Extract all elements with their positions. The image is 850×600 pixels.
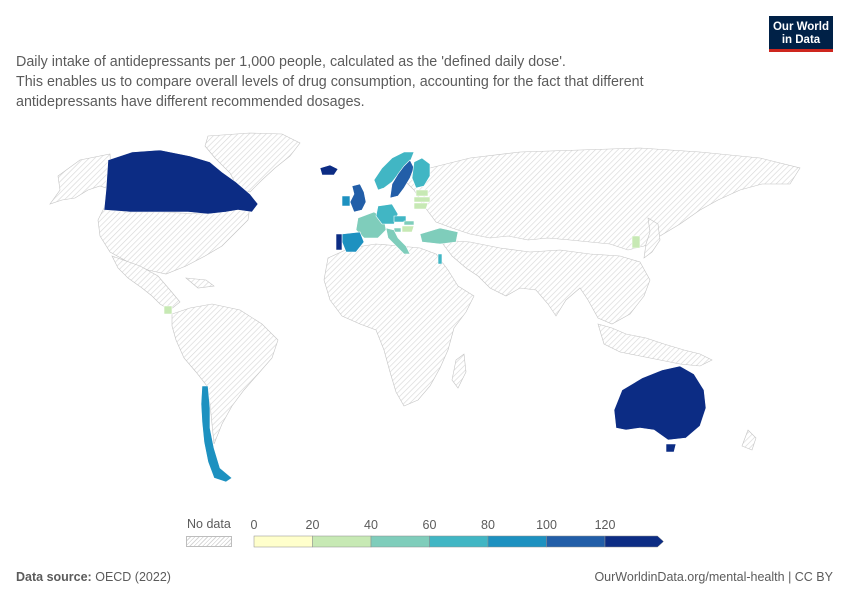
- legend-bin-4: [487, 535, 547, 548]
- region-canada: [103, 149, 259, 215]
- legend-bin-1: [312, 535, 372, 548]
- legend-bin-3: [429, 535, 489, 548]
- region-slovenia: [393, 227, 402, 233]
- region-israel: [437, 253, 443, 265]
- region-lithuania: [413, 202, 429, 210]
- data-source-value: OECD (2022): [95, 570, 171, 584]
- legend-bin-0: [253, 535, 313, 548]
- region-slovakia: [403, 220, 415, 226]
- legend-tick-label: 100: [536, 518, 557, 532]
- legend-no-data-label: No data: [187, 517, 231, 531]
- legend-tick-label: 20: [306, 518, 320, 532]
- no-data-land: [49, 132, 801, 451]
- region-costa-rica: [163, 305, 173, 315]
- legend-tick-label: 40: [364, 518, 378, 532]
- data-source-label: Data source:: [16, 570, 92, 584]
- region-tasmania: [665, 443, 677, 453]
- legend-bin-5: [546, 535, 606, 548]
- region-hungary: [401, 225, 415, 233]
- subtitle-line-2: This enables us to compare overall level…: [16, 74, 644, 90]
- region-australia: [613, 365, 707, 441]
- legend-bin-6: [604, 535, 664, 548]
- owid-logo[interactable]: Our World in Data: [769, 16, 833, 52]
- legend-tick-label: 0: [251, 518, 258, 532]
- south-america-north: [171, 303, 279, 445]
- region-iceland: [319, 164, 339, 176]
- legend-tick-label: 120: [595, 518, 616, 532]
- usa: [97, 205, 251, 275]
- world-map[interactable]: [0, 128, 850, 508]
- color-legend: 0 20 40 60 80 100 120: [251, 518, 664, 548]
- region-finland: [411, 157, 431, 189]
- alaska: [49, 153, 113, 205]
- middle-east-asia: [439, 239, 651, 325]
- region-ireland: [341, 195, 351, 207]
- region-uk: [349, 183, 367, 213]
- region-chile: [200, 385, 233, 483]
- japan: [643, 217, 661, 259]
- region-portugal: [335, 233, 343, 251]
- greenland: [204, 132, 301, 193]
- region-south-korea: [631, 235, 641, 249]
- legend-bin-2: [370, 535, 430, 548]
- russia-asia: [399, 147, 801, 251]
- subtitle-line-3: antidepressants have different recommend…: [16, 94, 365, 110]
- logo-line-1: Our World: [772, 21, 829, 33]
- region-italy: [385, 227, 411, 255]
- region-latvia: [413, 196, 431, 203]
- region-germany: [375, 203, 399, 225]
- legend-no-data-swatch: [186, 536, 232, 547]
- chart-subtitle: Daily intake of antidepressants per 1,00…: [16, 52, 716, 112]
- region-turkey: [419, 227, 459, 245]
- legend-tick-label: 80: [481, 518, 495, 532]
- source-url-link[interactable]: OurWorldinData.org/mental-health | CC BY: [594, 570, 833, 584]
- legend-tick-label: 60: [423, 518, 437, 532]
- data-regions: [103, 149, 707, 483]
- region-sweden: [389, 159, 415, 199]
- southeast-asia-islands: [597, 323, 713, 367]
- data-source: Data source: OECD (2022): [16, 570, 171, 584]
- subtitle-line-1: Daily intake of antidepressants per 1,00…: [16, 54, 566, 70]
- caribbean: [185, 277, 215, 289]
- logo-line-2: in Data: [781, 34, 821, 46]
- region-estonia: [415, 189, 429, 197]
- africa: [323, 243, 475, 407]
- madagascar: [451, 353, 467, 389]
- new-zealand: [741, 429, 757, 451]
